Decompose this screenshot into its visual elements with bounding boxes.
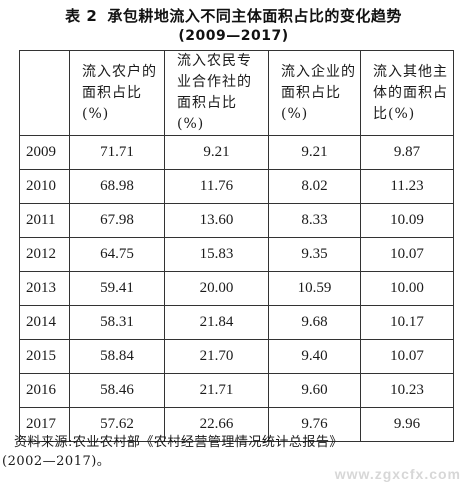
enterprise-share-cell: 9.35 <box>268 237 361 272</box>
header-other-share: 流入其他主体的面积占比(%) <box>360 50 454 136</box>
other-share-cell: 10.09 <box>360 203 454 238</box>
source-note: 资料来源:农业农村部《农村经营管理情况统计总报告》 (2002—2017)。 <box>2 433 464 471</box>
enterprise-share-cell: 10.59 <box>268 271 361 306</box>
source-note-line2: (2002—2017)。 <box>2 454 111 469</box>
enterprise-share-cell: 8.02 <box>268 169 361 204</box>
other-share-cell: 10.07 <box>360 339 454 374</box>
table-header-row: 流入农户的面积占比(%) 流入农民专业合作社的面积占比(%) 流入企业的面积占比… <box>19 50 454 136</box>
enterprise-share-cell: 9.21 <box>268 135 361 170</box>
year-cell: 2017 <box>19 407 70 442</box>
farmer-share-cell: 68.98 <box>69 169 165 204</box>
year-cell: 2013 <box>19 271 70 306</box>
other-share-cell: 9.96 <box>360 407 454 442</box>
table-body: 2009 71.71 9.21 9.21 9.87 2010 68.98 11.… <box>19 135 454 442</box>
table-row: 2014 58.31 21.84 9.68 10.17 <box>19 305 454 340</box>
data-table: 流入农户的面积占比(%) 流入农民专业合作社的面积占比(%) 流入企业的面积占比… <box>19 50 454 442</box>
enterprise-share-cell: 9.60 <box>268 373 361 408</box>
source-note-line1: 资料来源:农业农村部《农村经营管理情况统计总报告》 <box>14 435 343 450</box>
year-cell: 2011 <box>19 203 70 238</box>
farmer-share-cell: 59.41 <box>69 271 165 306</box>
table-row: 2017 57.62 22.66 9.76 9.96 <box>19 407 454 442</box>
table-number: 表 2 <box>65 7 98 25</box>
year-cell: 2012 <box>19 237 70 272</box>
other-share-cell: 10.17 <box>360 305 454 340</box>
table-title-range: (2009—2017) <box>178 28 289 44</box>
cooperative-share-cell: 13.60 <box>164 203 269 238</box>
year-cell: 2016 <box>19 373 70 408</box>
farmer-share-cell: 58.84 <box>69 339 165 374</box>
other-share-cell: 10.23 <box>360 373 454 408</box>
table-row: 2009 71.71 9.21 9.21 9.87 <box>19 135 454 170</box>
year-cell: 2015 <box>19 339 70 374</box>
table-row: 2015 58.84 21.70 9.40 10.07 <box>19 339 454 374</box>
header-cooperative-share: 流入农民专业合作社的面积占比(%) <box>164 50 269 136</box>
enterprise-share-cell: 9.40 <box>268 339 361 374</box>
farmer-share-cell: 58.46 <box>69 373 165 408</box>
farmer-share-cell: 71.71 <box>69 135 165 170</box>
cooperative-share-cell: 9.21 <box>164 135 269 170</box>
table-title-text: 承包耕地流入不同主体面积占比的变化趋势 <box>107 7 402 25</box>
table-row: 2012 64.75 15.83 9.35 10.07 <box>19 237 454 272</box>
year-cell: 2010 <box>19 169 70 204</box>
header-corner-cell <box>19 50 70 136</box>
cooperative-share-cell: 21.84 <box>164 305 269 340</box>
table-row: 2011 67.98 13.60 8.33 10.09 <box>19 203 454 238</box>
header-enterprise-share: 流入企业的面积占比(%) <box>268 50 361 136</box>
farmer-share-cell: 67.98 <box>69 203 165 238</box>
cooperative-share-cell: 21.71 <box>164 373 269 408</box>
enterprise-share-cell: 9.76 <box>268 407 361 442</box>
table-row: 2016 58.46 21.71 9.60 10.23 <box>19 373 454 408</box>
table-row: 2013 59.41 20.00 10.59 10.00 <box>19 271 454 306</box>
cooperative-share-cell: 11.76 <box>164 169 269 204</box>
other-share-cell: 9.87 <box>360 135 454 170</box>
other-share-cell: 11.23 <box>360 169 454 204</box>
other-share-cell: 10.00 <box>360 271 454 306</box>
year-cell: 2009 <box>19 135 70 170</box>
farmer-share-cell: 58.31 <box>69 305 165 340</box>
enterprise-share-cell: 8.33 <box>268 203 361 238</box>
cooperative-share-cell: 21.70 <box>164 339 269 374</box>
farmer-share-cell: 64.75 <box>69 237 165 272</box>
cooperative-share-cell: 20.00 <box>164 271 269 306</box>
enterprise-share-cell: 9.68 <box>268 305 361 340</box>
year-cell: 2014 <box>19 305 70 340</box>
watermark: www.zgxcfx.com <box>334 466 461 482</box>
cooperative-share-cell: 15.83 <box>164 237 269 272</box>
header-farmer-share: 流入农户的面积占比(%) <box>69 50 165 136</box>
table-title: 表 2 承包耕地流入不同主体面积占比的变化趋势 <box>0 5 467 26</box>
farmer-share-cell: 57.62 <box>69 407 165 442</box>
table-row: 2010 68.98 11.76 8.02 11.23 <box>19 169 454 204</box>
other-share-cell: 10.07 <box>360 237 454 272</box>
